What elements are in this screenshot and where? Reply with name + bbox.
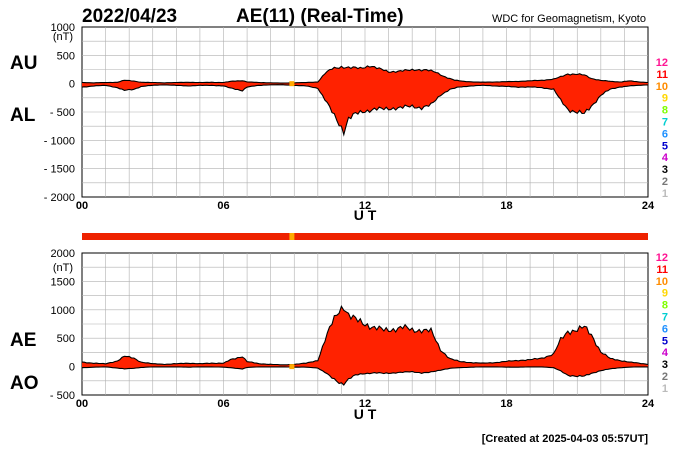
y-tick-label: 1000 xyxy=(51,22,75,34)
station-legend-item: 7 xyxy=(662,117,668,129)
y-tick-label: - 1500 xyxy=(44,164,75,176)
unit-label-top: (nT) xyxy=(53,31,73,43)
station-legend-item: 9 xyxy=(662,288,668,300)
y-tick-label: - 2000 xyxy=(44,192,75,204)
station-legend-item: 8 xyxy=(662,105,668,117)
data-area-au-al xyxy=(82,65,648,135)
station-legend-item: 4 xyxy=(662,347,669,359)
x-axis-label-top: U T xyxy=(354,207,377,223)
y-tick-label: 2000 xyxy=(51,248,75,260)
x-tick-label: 18 xyxy=(500,200,512,212)
station-legend-item: 2 xyxy=(662,176,668,188)
al-label: AL xyxy=(10,105,36,126)
station-bar-fill xyxy=(82,233,648,240)
x-axis-label-bottom: U T xyxy=(354,406,377,422)
au-label: AU xyxy=(10,53,37,74)
station-bar-marker xyxy=(289,233,295,240)
station-legend-item: 12 xyxy=(656,252,668,264)
station-legend-item: 1 xyxy=(662,383,668,395)
source-label: WDC for Geomagnetism, Kyoto xyxy=(492,13,646,25)
station-legend-item: 3 xyxy=(662,359,668,371)
station-legend-item: 6 xyxy=(662,128,668,140)
y-tick-label: - 500 xyxy=(50,107,75,119)
x-tick-label: 06 xyxy=(217,200,229,212)
station-legend-item: 1 xyxy=(662,188,668,200)
station-status-bar xyxy=(82,233,648,240)
y-tick-label: - 500 xyxy=(50,390,75,402)
series-line-al xyxy=(81,84,649,137)
ao-label: AO xyxy=(10,373,39,394)
station-legend-item: 11 xyxy=(656,69,668,81)
station-legend-item: 5 xyxy=(662,335,668,347)
station-legend-item: 12 xyxy=(656,57,668,69)
x-tick-label: 00 xyxy=(76,398,88,410)
y-tick-label: - 1000 xyxy=(44,135,75,147)
x-tick-label: 18 xyxy=(500,398,512,410)
x-tick-label: 12 xyxy=(359,398,371,410)
zero-line-marker xyxy=(289,81,295,87)
x-tick-label: 24 xyxy=(642,398,655,410)
chart-title: AE(11) (Real-Time) xyxy=(236,6,404,27)
unit-label-bottom: (nT) xyxy=(53,262,73,274)
x-tick-label: 24 xyxy=(642,200,655,212)
station-legend-item: 11 xyxy=(656,264,668,276)
station-legend-item: 6 xyxy=(662,323,668,335)
y-tick-label: 1500 xyxy=(51,276,75,288)
date-title: 2022/04/23 xyxy=(82,6,177,27)
data-area-ae-ao xyxy=(82,306,648,385)
y-tick-label: 0 xyxy=(69,362,75,374)
au-al-panel: (nT) AU AL U T 1000 500 0 - 500 - 1000 - 1500… xyxy=(10,22,655,223)
station-legend-item: 10 xyxy=(656,81,668,93)
station-legend-item: 9 xyxy=(662,93,668,105)
x-tick-label: 00 xyxy=(76,200,88,212)
station-legend-item: 2 xyxy=(662,371,668,383)
ae-label: AE xyxy=(10,330,36,351)
y-tick-label: 0 xyxy=(69,79,75,91)
station-legend-item: 4 xyxy=(662,152,669,164)
station-legend-item: 10 xyxy=(656,276,668,288)
station-legend-item: 8 xyxy=(662,300,668,312)
series-line-ao xyxy=(81,366,648,386)
station-legend-item: 7 xyxy=(662,312,668,324)
series-line-au xyxy=(81,65,649,84)
created-timestamp: [Created at 2025-04-03 05:57UT] xyxy=(482,433,649,445)
station-legend-item: 5 xyxy=(662,140,668,152)
x-tick-label: 06 xyxy=(217,398,229,410)
y-tick-label: 500 xyxy=(57,50,75,62)
station-legend-item: 3 xyxy=(662,164,668,176)
x-tick-label: 12 xyxy=(359,200,371,212)
y-tick-label: 500 xyxy=(57,333,75,345)
series-line-ae xyxy=(81,304,649,366)
y-tick-label: 1000 xyxy=(51,305,75,317)
zero-line-marker xyxy=(289,364,295,370)
